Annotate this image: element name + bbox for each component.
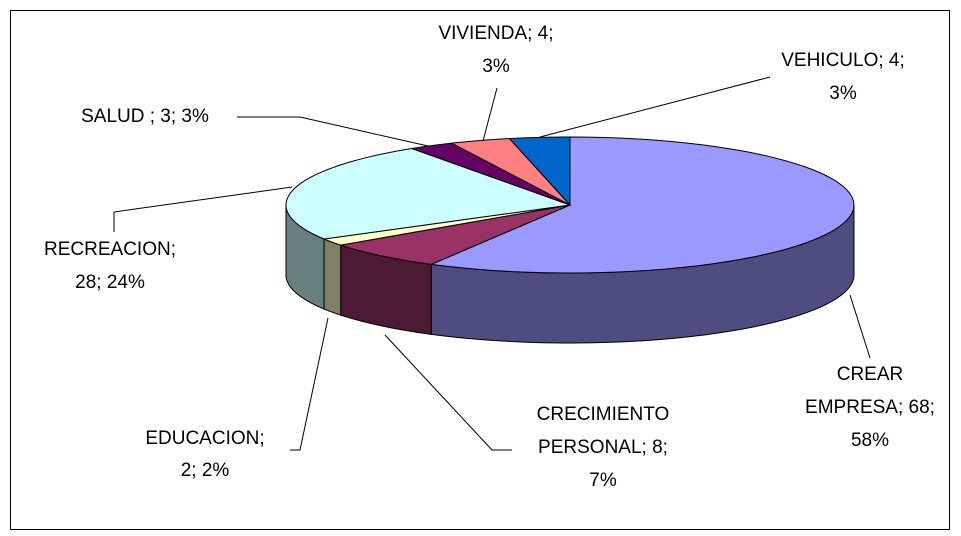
slice [411, 142, 571, 206]
data-label: VEHICULO; 4; [781, 50, 905, 71]
data-label: CREAR [837, 364, 904, 385]
leader-line [539, 76, 771, 138]
data-label: VIVIENDA; 4; [438, 23, 553, 44]
leader-line [384, 334, 512, 451]
data-label: CRECIMIENTO [537, 404, 670, 425]
data-label: EDUCACION; [145, 428, 264, 449]
data-label: RECREACION; [44, 239, 176, 260]
slice-side [323, 238, 342, 316]
leader-line [113, 186, 293, 232]
slice [429, 136, 855, 274]
slice [340, 204, 571, 265]
data-label: 28; 24% [75, 272, 145, 293]
leader-line [290, 317, 329, 451]
leader-line [237, 116, 429, 147]
data-label: 3% [829, 83, 857, 104]
data-label: 3% [482, 56, 510, 77]
data-label: SALUD ; 3; 3% [81, 106, 209, 127]
slice [322, 204, 571, 246]
leader-line [849, 294, 871, 359]
data-label: 7% [589, 470, 617, 491]
data-label: PERSONAL; 8; [538, 437, 668, 458]
slice [285, 148, 571, 240]
slice [508, 136, 571, 207]
data-label: EMPRESA; 68; [805, 397, 935, 418]
data-label: 2; 2% [181, 460, 230, 481]
data-label: 58% [851, 430, 889, 451]
slice [450, 138, 571, 206]
leader-line [482, 87, 498, 142]
